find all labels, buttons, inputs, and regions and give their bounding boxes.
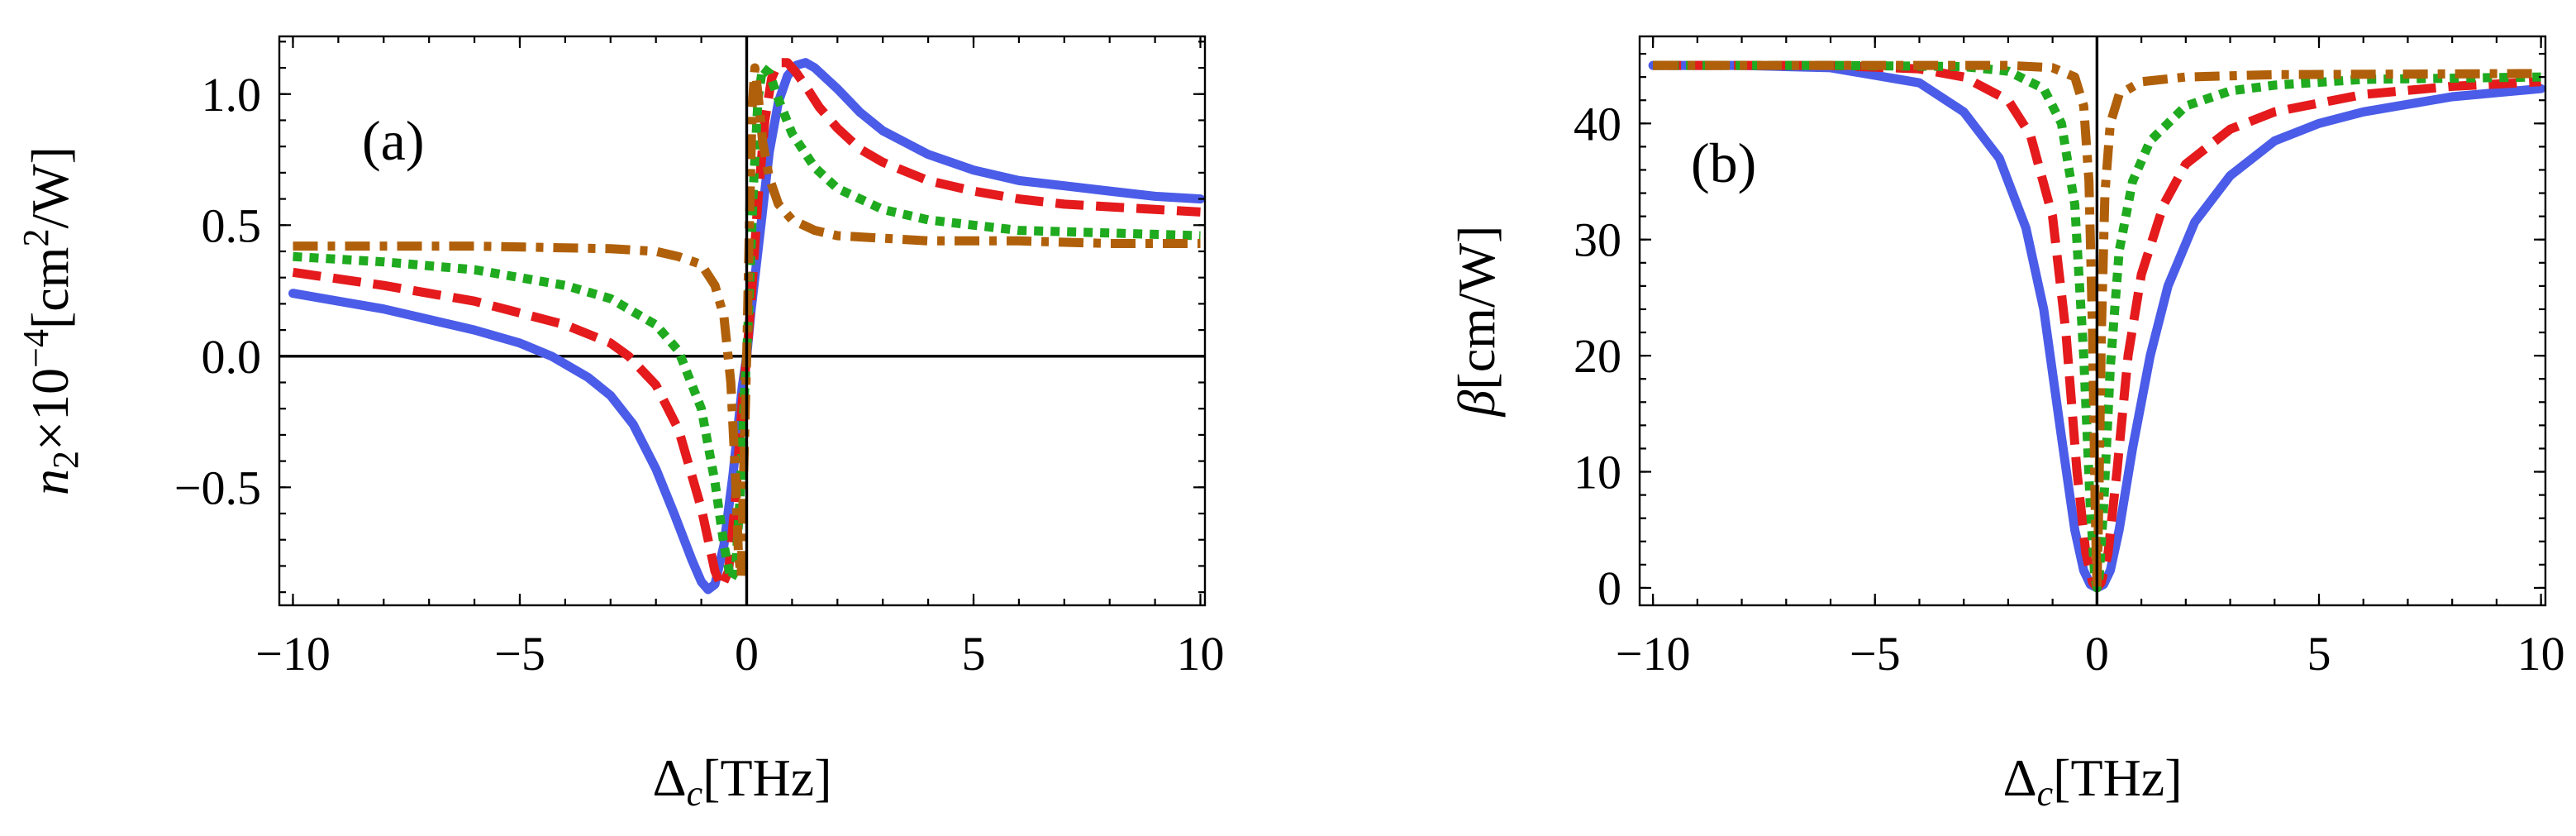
panel-b-chart: −10 −5 0 5 10 0 10 20 30 40 (b) Δc[THz] β[cm/W]	[1447, 35, 2565, 814]
panel-b-y-tick-label: 0	[1598, 561, 1621, 615]
panel-a-plot-area	[279, 36, 1205, 605]
panel-b-series-dash-dot	[1653, 60, 2541, 593]
panel-a-y-tick-label: 1.0	[202, 68, 262, 122]
panel-b-y-axis-label-unit: [cm/W]	[1447, 226, 1506, 390]
panel-a-x-axis-label: Δc[THz]	[652, 748, 831, 814]
panel-a-x-tick-label: 5	[962, 627, 986, 681]
panel-a-x-axis-label-unit: [THz]	[702, 748, 831, 807]
panel-b-plot-area	[1648, 36, 2545, 605]
panel-a-y-tick-label: 0.0	[202, 330, 262, 384]
panel-b-x-axis-label-sub: c	[2037, 773, 2054, 814]
panel-b-x-tick-label: 0	[2085, 627, 2109, 681]
panel-a-y-tick-label: −0.5	[174, 461, 261, 514]
panel-b-x-tick-label: 5	[2307, 627, 2331, 681]
panel-a-x-axis-label-sub: c	[687, 773, 703, 814]
panel-b-y-tick-label: 30	[1574, 213, 1621, 267]
panel-a-series-dashed	[292, 58, 1201, 592]
panel-a-label: (a)	[362, 109, 424, 172]
panel-a-x-tick-label: 0	[735, 627, 759, 681]
panel-a-y-axis-label-unit2: /W]	[21, 146, 79, 229]
panel-a-y-tick-label: 0.5	[202, 198, 262, 252]
panel-a-x-tick-label: −5	[494, 627, 545, 681]
panel-b-label: (b)	[1691, 131, 1756, 194]
panel-b-y-axis-label: β[cm/W]	[1447, 226, 1506, 418]
panel-b-x-tick-label: −10	[1616, 627, 1691, 681]
panel-b-x-axis-label-delta: Δ	[2002, 748, 2036, 807]
panel-b-y-tick-label: 10	[1574, 446, 1621, 499]
panel-a-y-axis-label-sub: 2	[45, 451, 86, 469]
panel-a-x-axis-label-delta: Δ	[652, 748, 686, 807]
panel-a-x-tick-label: 10	[1177, 627, 1225, 681]
panel-a-y-axis-label-unit1: [cm	[21, 247, 79, 330]
panel-b-x-tick-label: 10	[2517, 627, 2565, 681]
panel-b-x-axis-label: Δc[THz]	[2002, 748, 2182, 814]
panel-b-y-tick-label: 20	[1574, 329, 1621, 383]
panel-a-y-axis-label-exp2: 2	[16, 229, 56, 247]
panel-a-chart: −10 −5 0 5 10−0.50.00.51.0 (a) Δc[THz] n2×10…	[16, 35, 1225, 814]
panel-a-y-axis-label-mid: ×10	[21, 368, 79, 451]
panel-a-y-axis-label: n2×10−4[cm2/W]	[16, 146, 86, 495]
panel-b-frame	[1638, 35, 2547, 607]
panel-a-x-tick-label: −10	[255, 627, 331, 681]
panel-b-y-axis-label-beta: β	[1447, 389, 1506, 418]
panel-a-y-axis-label-n: n	[21, 469, 79, 495]
panel-b-x-axis-label-unit: [THz]	[2053, 748, 2182, 807]
panel-b-y-tick-label: 40	[1574, 97, 1621, 150]
panel-b-ticks: −10 −5 0 5 10 0 10 20 30 40	[1574, 36, 2565, 681]
panel-b-x-tick-label: −5	[1850, 627, 1901, 681]
panel-a-series-dash-dot	[293, 63, 1201, 581]
panel-a-frame	[278, 35, 1207, 607]
panel-a-ticks: −10 −5 0 5 10 −0.5 0.0 0.5 1.0	[174, 36, 1225, 681]
panel-a-y-axis-label-exp: −4	[16, 329, 56, 368]
